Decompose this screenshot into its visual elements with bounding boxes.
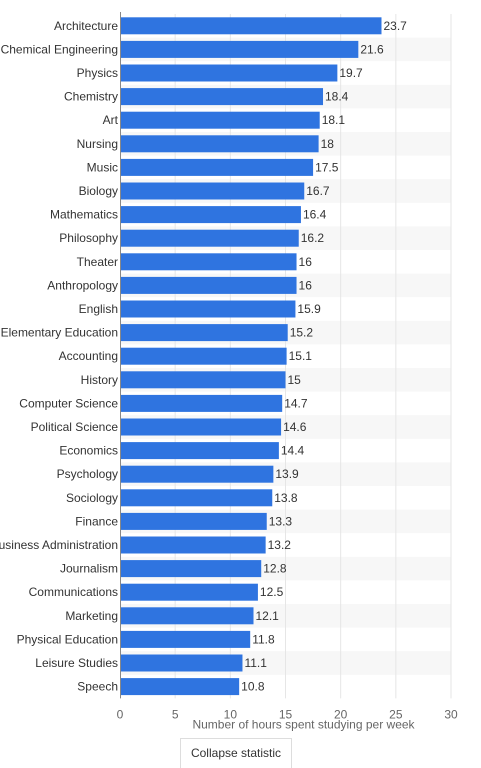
category-label: Leisure Studies xyxy=(35,656,118,670)
value-label: 15.2 xyxy=(290,326,314,340)
bar-chemistry xyxy=(120,88,324,106)
bar-psychology xyxy=(120,465,274,483)
value-label: 16.2 xyxy=(301,231,325,245)
category-label: Speech xyxy=(77,680,118,694)
bar-music xyxy=(120,158,314,176)
x-tick-label: 15 xyxy=(279,707,293,721)
value-label: 14.6 xyxy=(283,420,307,434)
bar-history xyxy=(120,371,286,389)
bar-journalism xyxy=(120,560,262,578)
x-tick-label: 5 xyxy=(172,707,179,721)
bar-nursing xyxy=(120,135,319,153)
bar-accounting xyxy=(120,347,287,365)
value-label: 15.1 xyxy=(289,349,313,363)
value-label: 16.7 xyxy=(306,184,330,198)
bar-communications xyxy=(120,583,258,601)
bar-marketing xyxy=(120,607,254,625)
category-label: Anthropology xyxy=(47,278,118,292)
value-label: 12.8 xyxy=(263,562,287,576)
value-label: 16 xyxy=(299,255,313,269)
bar-chart: Architecture 23.7 Chemical Engineering 21.6… xyxy=(0,12,458,731)
value-label: 17.5 xyxy=(315,160,339,174)
bar-elementary-education xyxy=(120,324,288,342)
value-label: 12.5 xyxy=(260,585,284,599)
value-label: 10.8 xyxy=(241,680,265,694)
category-label: Physics xyxy=(77,66,118,80)
bar-theater xyxy=(120,253,297,271)
collapse-statistic-button[interactable]: Collapse statistic xyxy=(180,738,292,768)
category-label: Computer Science xyxy=(19,396,118,410)
category-label: Physical Education xyxy=(17,632,118,646)
category-label: Political Science xyxy=(31,420,119,434)
value-label: 15 xyxy=(288,373,302,387)
category-label: Journalism xyxy=(60,562,118,576)
category-label: English xyxy=(79,302,118,316)
value-label: 18 xyxy=(321,137,335,151)
bar-anthropology xyxy=(120,276,297,294)
category-label: Economics xyxy=(59,444,118,458)
bar-speech xyxy=(120,678,240,696)
bar-architecture xyxy=(120,17,382,35)
bar-computer-science xyxy=(120,394,283,412)
category-label: Elementary Education xyxy=(1,326,118,340)
value-label: 12.1 xyxy=(256,609,280,623)
bar-physics xyxy=(120,64,338,82)
category-label: History xyxy=(81,373,118,387)
category-label: Psychology xyxy=(57,467,118,481)
category-label: Architecture xyxy=(54,19,118,33)
bar-physical-education xyxy=(120,630,251,648)
value-label: 14.4 xyxy=(281,444,305,458)
category-label: Accounting xyxy=(59,349,118,363)
category-label: Communications xyxy=(29,585,118,599)
value-label: 11.1 xyxy=(244,656,267,670)
x-tick-label: 10 xyxy=(224,707,238,721)
bar-economics xyxy=(120,442,279,460)
bar-art xyxy=(120,111,320,129)
bar-biology xyxy=(120,182,305,200)
category-label: Chemical Engineering xyxy=(1,42,118,56)
category-label: Business Administration xyxy=(0,538,118,552)
category-label: Nursing xyxy=(77,137,118,151)
x-tick-label: 30 xyxy=(444,707,458,721)
category-label: Music xyxy=(87,160,118,174)
bar-political-science xyxy=(120,418,282,436)
value-label: 15.9 xyxy=(297,302,321,316)
value-label: 18.4 xyxy=(325,90,349,104)
bar-mathematics xyxy=(120,206,301,224)
x-tick-label: 25 xyxy=(389,707,403,721)
bar-sociology xyxy=(120,489,273,507)
value-label: 11.8 xyxy=(252,632,275,646)
bar-finance xyxy=(120,512,267,530)
value-label: 21.6 xyxy=(360,42,384,56)
value-label: 18.1 xyxy=(322,113,346,127)
category-label: Theater xyxy=(77,255,118,269)
value-label: 13.8 xyxy=(274,491,298,505)
bar-philosophy xyxy=(120,229,299,247)
bar-chemical-engineering xyxy=(120,40,359,58)
x-tick-label: 0 xyxy=(117,707,124,721)
category-label: Finance xyxy=(75,514,118,528)
category-label: Marketing xyxy=(65,609,118,623)
category-label: Biology xyxy=(79,184,118,198)
value-label: 14.7 xyxy=(284,396,308,410)
bar-business-administration xyxy=(120,536,266,554)
x-axis-title: Number of hours spent studying per week xyxy=(192,717,415,731)
value-label: 16.4 xyxy=(303,208,327,222)
bar-leisure-studies xyxy=(120,654,243,672)
category-label: Chemistry xyxy=(64,90,118,104)
x-tick-label: 20 xyxy=(334,707,348,721)
category-label: Mathematics xyxy=(50,208,118,222)
value-label: 16 xyxy=(299,278,313,292)
value-label: 13.9 xyxy=(275,467,299,481)
category-label: Philosophy xyxy=(59,231,118,245)
value-label: 13.2 xyxy=(268,538,292,552)
value-label: 19.7 xyxy=(339,66,363,80)
category-label: Sociology xyxy=(66,491,118,505)
value-label: 13.3 xyxy=(269,514,293,528)
value-label: 23.7 xyxy=(383,19,407,33)
category-label: Art xyxy=(103,113,119,127)
bar-english xyxy=(120,300,296,318)
